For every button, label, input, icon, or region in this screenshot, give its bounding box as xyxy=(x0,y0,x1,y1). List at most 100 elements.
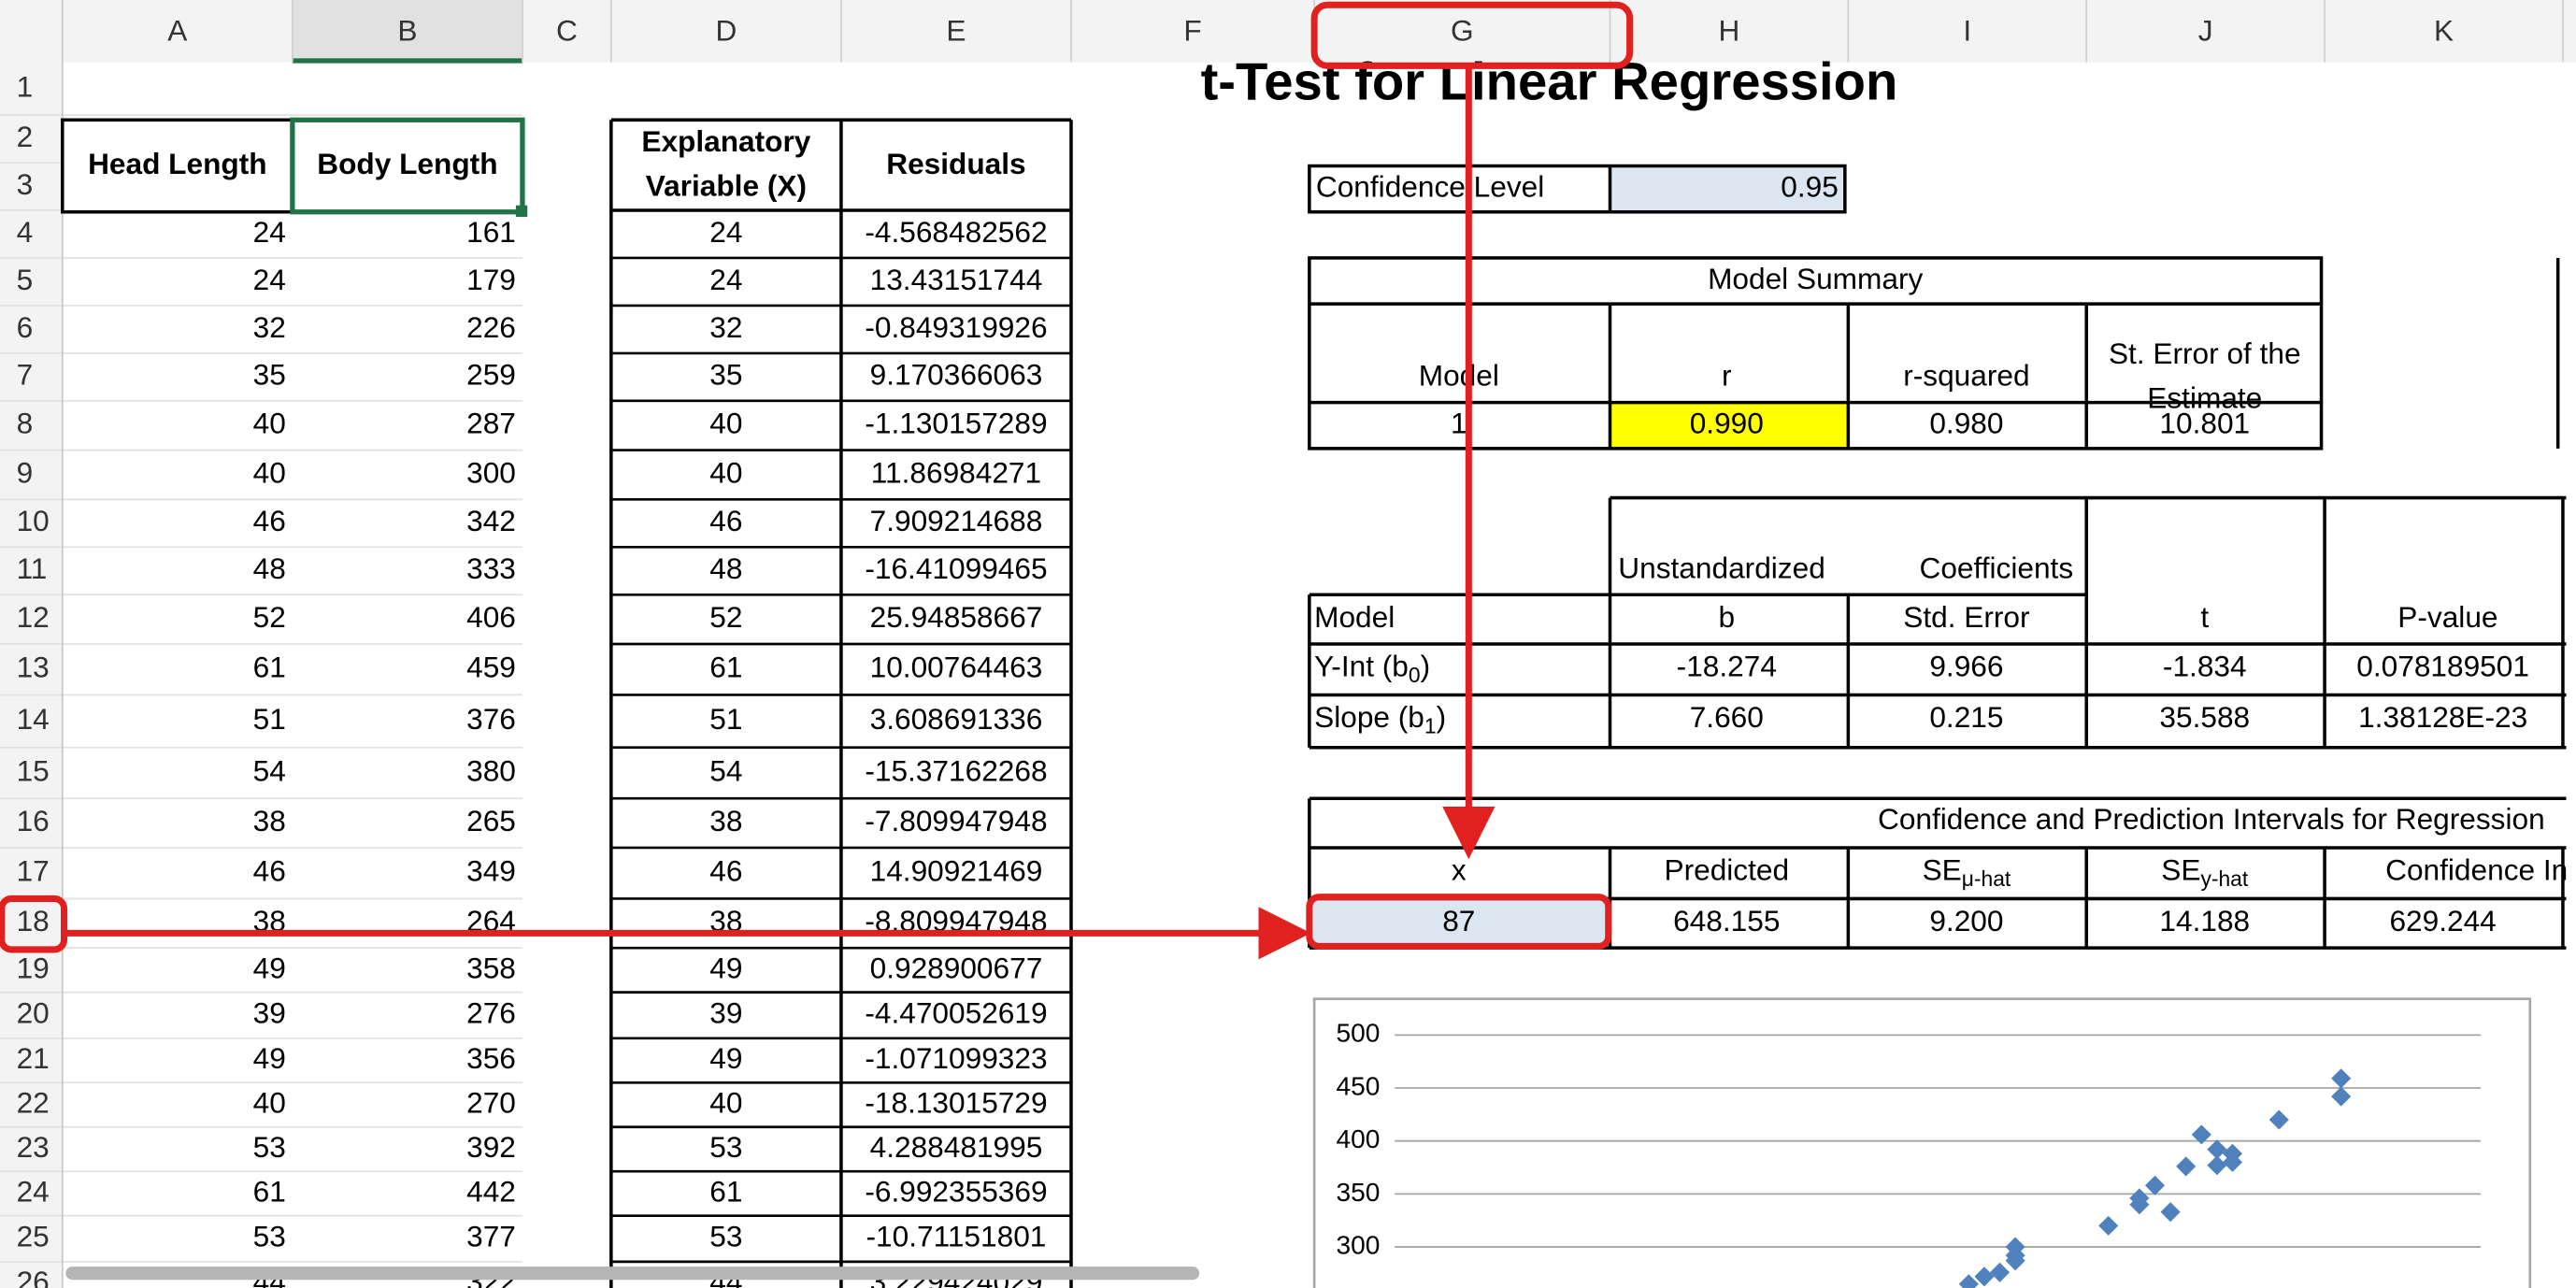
cell-value: 10.801 xyxy=(2159,407,2250,440)
row-header: 7 xyxy=(17,358,34,392)
cell-value: 342 xyxy=(466,504,516,537)
cell-value: 356 xyxy=(466,1041,516,1075)
cell-value: 52 xyxy=(709,600,742,634)
cell-value: 161 xyxy=(466,215,516,249)
cell-value: -18.274 xyxy=(1677,650,1777,683)
y-tick-label: 300 xyxy=(1337,1230,1381,1259)
cell-value: 49 xyxy=(709,951,742,984)
point xyxy=(2207,1155,2227,1176)
cell-value: 377 xyxy=(466,1220,516,1253)
row-header: 18 xyxy=(17,904,50,937)
cell-value: 24 xyxy=(253,263,286,296)
row-header: 19 xyxy=(17,951,50,984)
input-cell xyxy=(1610,165,1845,212)
cell-value: 406 xyxy=(466,600,516,634)
column-title: Estimate xyxy=(2147,380,2262,414)
highlight-row-18 xyxy=(0,894,68,953)
row-header: 15 xyxy=(17,753,50,787)
column-title: SEμ-hat xyxy=(1923,853,2011,891)
cell-value: 35.588 xyxy=(2159,700,2250,734)
cell-value: 442 xyxy=(466,1174,516,1208)
label-part: Slope (b xyxy=(1314,700,1424,734)
row-header: 14 xyxy=(17,702,50,736)
cell-value: 54 xyxy=(709,753,742,787)
cell-value: 648.155 xyxy=(1673,904,1780,937)
column-header: G xyxy=(1451,14,1474,48)
cell-value: 39 xyxy=(253,996,286,1030)
chart-frame xyxy=(1312,997,2532,1288)
cell-value: 61 xyxy=(709,1174,742,1208)
cell-value: 46 xyxy=(253,854,286,888)
column-title: Body Length xyxy=(317,147,497,180)
cell-value: 32 xyxy=(253,310,286,344)
selected-column-header xyxy=(292,0,522,63)
column-title: Predicted xyxy=(1664,853,1789,887)
label-part: SE xyxy=(2161,853,2200,887)
label-part: SE xyxy=(1923,853,1962,887)
cell-value: 0.990 xyxy=(1690,407,1764,440)
column-title: r-squared xyxy=(1903,359,2029,393)
y-tick-label: 350 xyxy=(1337,1178,1381,1207)
row-header: 10 xyxy=(17,504,50,537)
label-part: ) xyxy=(1421,650,1431,683)
cell-value: 48 xyxy=(253,551,286,585)
cell-value: 52 xyxy=(253,600,286,634)
cell-value: 61 xyxy=(709,651,742,684)
cell-value: 40 xyxy=(709,455,742,489)
row-header: 16 xyxy=(17,804,50,837)
column-title: Variable (X) xyxy=(646,169,807,203)
cell-value: -7.809947948 xyxy=(865,804,1047,837)
cell-value: 39 xyxy=(709,996,742,1030)
cell-value: 38 xyxy=(709,804,742,837)
row-header: 20 xyxy=(17,996,50,1030)
cell-value: -1.834 xyxy=(2163,650,2247,683)
point xyxy=(2331,1068,2352,1089)
point xyxy=(2098,1215,2119,1236)
cell-value: 46 xyxy=(709,504,742,537)
cell-value: 53 xyxy=(709,1130,742,1164)
column-title: SEy-hat xyxy=(2161,853,2249,891)
column-title: x xyxy=(1452,853,1467,887)
cell-value: 40 xyxy=(253,1085,286,1119)
cell-value: 1.38128E-23 xyxy=(2358,700,2527,734)
point xyxy=(2331,1086,2352,1107)
row-header: 5 xyxy=(17,263,34,296)
row-header: 25 xyxy=(17,1220,50,1253)
row-header: 17 xyxy=(17,854,50,888)
cell-value: 53 xyxy=(253,1130,286,1164)
cell-value: 7.660 xyxy=(1690,700,1764,734)
cell-value: 358 xyxy=(466,951,516,984)
cell-value: 61 xyxy=(253,651,286,684)
cell-value: 1 xyxy=(1451,407,1467,440)
y-tick-label: 400 xyxy=(1337,1124,1381,1153)
column-title: P-value xyxy=(2397,600,2497,634)
scrollbar[interactable] xyxy=(65,1267,1200,1281)
cell-value: 54 xyxy=(253,753,286,787)
column-header: J xyxy=(2198,14,2213,48)
column-header: E xyxy=(946,14,966,48)
input-value: 0.95 xyxy=(1781,169,1839,203)
column-header: F xyxy=(1183,14,1201,48)
cell-value: 38 xyxy=(253,804,286,837)
row-label: Y-Int (b0) xyxy=(1314,650,1430,687)
row-header: 21 xyxy=(17,1041,50,1075)
cell-value: 0.980 xyxy=(1929,407,2003,440)
column-title: Residuals xyxy=(886,147,1025,180)
column-header: C xyxy=(556,14,578,48)
column-header: B xyxy=(397,14,417,48)
row-header: 4 xyxy=(17,215,34,249)
cell-value: 40 xyxy=(253,407,286,440)
highlight-x-cell xyxy=(1306,894,1612,950)
subscript: 1 xyxy=(1424,714,1437,738)
subscript: y-hat xyxy=(2200,866,2248,891)
cell-value: 9.170366063 xyxy=(870,358,1043,392)
cell-value: 10.00764463 xyxy=(870,651,1043,684)
cell-value: 35 xyxy=(709,358,742,392)
cell-value: 276 xyxy=(466,996,516,1030)
cell-value: 49 xyxy=(253,1041,286,1075)
cell-value: -1.071099323 xyxy=(865,1041,1047,1075)
cell-value: 349 xyxy=(466,854,516,888)
